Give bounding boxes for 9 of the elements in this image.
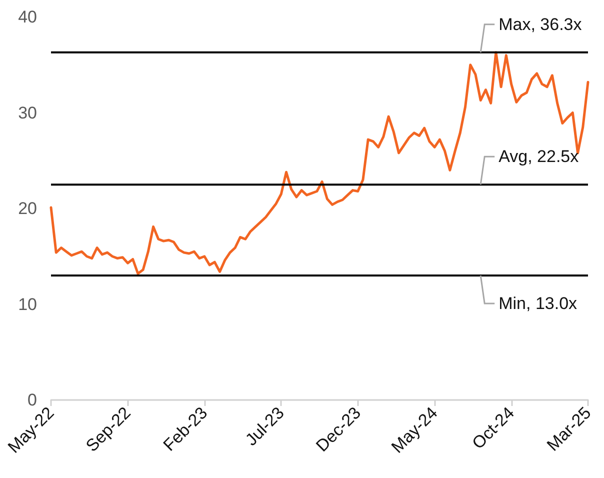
y-tick-label: 10 <box>18 294 37 314</box>
ref-line-label: Min, 13.0x <box>498 294 578 314</box>
y-tick-label: 40 <box>18 8 37 26</box>
ref-line-label: Avg, 22.5x <box>498 147 580 166</box>
ref-line-label: Max, 36.3x <box>498 14 582 34</box>
y-tick-label: 0 <box>28 390 37 410</box>
y-tick-label: 30 <box>18 103 37 122</box>
line-series <box>50 51 590 275</box>
y-tick-label: 20 <box>18 199 37 218</box>
